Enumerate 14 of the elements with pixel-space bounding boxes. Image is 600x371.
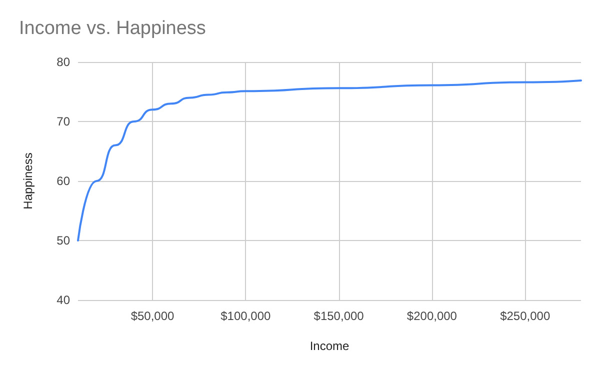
y-tick-label: 80: [56, 55, 70, 69]
y-tick-label: 50: [56, 234, 70, 248]
y-tick-label: 70: [56, 114, 70, 128]
y-tick-label: 40: [56, 293, 70, 307]
x-tick-label: $200,000: [406, 309, 458, 323]
y-tick-label: 60: [56, 174, 70, 188]
x-tick-label: $250,000: [500, 309, 550, 323]
line-series: [77, 79, 582, 242]
chart-title: Income vs. Happiness: [19, 18, 206, 39]
x-tick-label: $100,000: [220, 309, 272, 323]
y-axis-title: Happiness: [21, 152, 35, 210]
x-tick-label: $50,000: [130, 309, 175, 323]
x-tick-label: $150,000: [314, 309, 364, 323]
x-axis-title: Income: [310, 339, 350, 353]
